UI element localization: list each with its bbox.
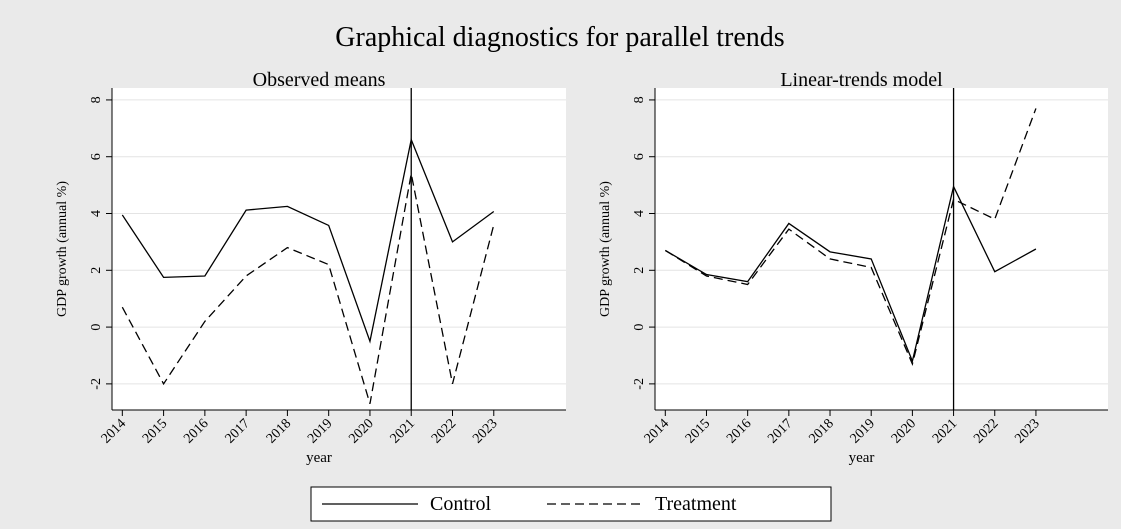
- legend-label: Control: [430, 493, 492, 515]
- legend-label: Treatment: [655, 493, 737, 515]
- figure-title: Graphical diagnostics for parallel trend…: [335, 22, 784, 53]
- y-tick-label: 6: [632, 153, 647, 160]
- series-line: [664, 184, 1037, 364]
- x-axis-title: year: [306, 450, 332, 466]
- y-axis-title: GDP growth (annual %): [598, 181, 613, 317]
- x-axis-title: year: [849, 450, 875, 466]
- y-tick-label: 0: [632, 324, 647, 331]
- series-line: [121, 137, 495, 344]
- y-tick-label: -2: [89, 378, 104, 390]
- y-tick-label: -2: [632, 378, 647, 390]
- y-tick-label: 6: [89, 153, 104, 160]
- y-tick-label: 2: [89, 267, 104, 274]
- y-tick-label: 4: [632, 210, 647, 217]
- panel-title: Linear-trends model: [780, 69, 943, 91]
- y-axis-title: GDP growth (annual %): [55, 181, 70, 317]
- y-tick-label: 8: [89, 96, 104, 103]
- y-tick-label: 2: [632, 267, 647, 274]
- y-tick-label: 0: [89, 324, 104, 331]
- series-line: [121, 173, 495, 404]
- plot-area: [112, 88, 566, 410]
- panel-title: Observed means: [253, 69, 386, 91]
- y-tick-label: 8: [632, 96, 647, 103]
- y-tick-label: 4: [89, 210, 104, 217]
- series-line: [664, 108, 1037, 367]
- plot-area: [655, 88, 1108, 410]
